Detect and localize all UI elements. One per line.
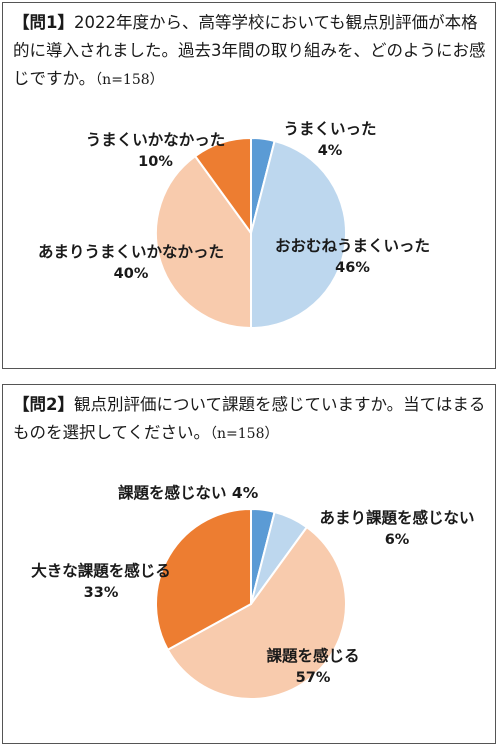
pie-chart-2 bbox=[154, 507, 347, 700]
pie2-category-0: 課題を感じない bbox=[118, 484, 227, 502]
pie1-category-3: うまくいかなかった bbox=[85, 131, 226, 149]
pie1-category-0: うまくいった bbox=[283, 120, 377, 138]
pie1-value-3: 10% bbox=[138, 154, 173, 170]
question-1-text: 【問1】2022年度から、高等学校においても観点別評価が本格的に導入されました。… bbox=[13, 9, 489, 94]
pie2-slice-3 bbox=[154, 507, 252, 652]
pie1-label-2: あまりうまくいかなかった 40% bbox=[31, 241, 231, 285]
pie1-value-2: 40% bbox=[113, 266, 149, 282]
question-1-tag: 【問1】 bbox=[13, 13, 74, 32]
pie2-value-3: 33% bbox=[83, 585, 119, 601]
pie2-value-2: 57% bbox=[295, 670, 331, 686]
question-1-sample-size: （n=158） bbox=[95, 72, 164, 88]
question-2-text: 【問2】観点別評価について課題を感じていますか。当てはまるものを選択してください… bbox=[13, 391, 489, 448]
pie-chart-1 bbox=[155, 136, 347, 330]
pie1-slice-2 bbox=[155, 154, 252, 330]
question-2-tag: 【問2】 bbox=[13, 395, 74, 414]
question-2-sample-size: （n=158） bbox=[210, 426, 279, 442]
pie2-label-3: 大きな課題を感じる 33% bbox=[21, 560, 181, 604]
pie2-label-2: 課題を感じる 57% bbox=[248, 645, 378, 689]
question-2-panel: 【問2】観点別評価について課題を感じていますか。当てはまるものを選択してください… bbox=[2, 384, 496, 744]
pie1-slice-3 bbox=[193, 136, 252, 237]
question-1-body: 2022年度から、高等学校においても観点別評価が本格的に導入されました。過去3年… bbox=[13, 13, 486, 88]
pie2-label-0: 課題を感じない 4% bbox=[118, 482, 298, 504]
pie2-category-1: あまり課題を感じない bbox=[319, 509, 475, 527]
pie1-label-3: うまくいかなかった 10% bbox=[73, 129, 238, 173]
pie2-slice-2 bbox=[166, 525, 347, 700]
pie2-category-3: 大きな課題を感じる bbox=[31, 562, 171, 580]
pie2-label-1: あまり課題を感じない 6% bbox=[303, 507, 491, 551]
question-2-body: 観点別評価について課題を感じていますか。当てはまるものを選択してください。 bbox=[13, 395, 486, 442]
pie1-category-2: あまりうまくいかなかった bbox=[37, 243, 224, 261]
pie1-category-1: おおむねうまくいった bbox=[274, 237, 430, 255]
pie1-label-0: うまくいった 4% bbox=[275, 118, 385, 162]
pie2-value-1: 6% bbox=[384, 532, 410, 548]
pie1-slice-1 bbox=[250, 139, 347, 330]
pie1-label-1: おおむねうまくいった 46% bbox=[265, 235, 440, 279]
pie1-value-0: 4% bbox=[317, 143, 343, 159]
question-1-panel: 【問1】2022年度から、高等学校においても観点別評価が本格的に導入されました。… bbox=[2, 2, 496, 369]
pie1-value-1: 46% bbox=[335, 260, 370, 276]
pie2-category-2: 課題を感じる bbox=[266, 647, 360, 665]
pie2-value-0: 4% bbox=[231, 484, 259, 502]
